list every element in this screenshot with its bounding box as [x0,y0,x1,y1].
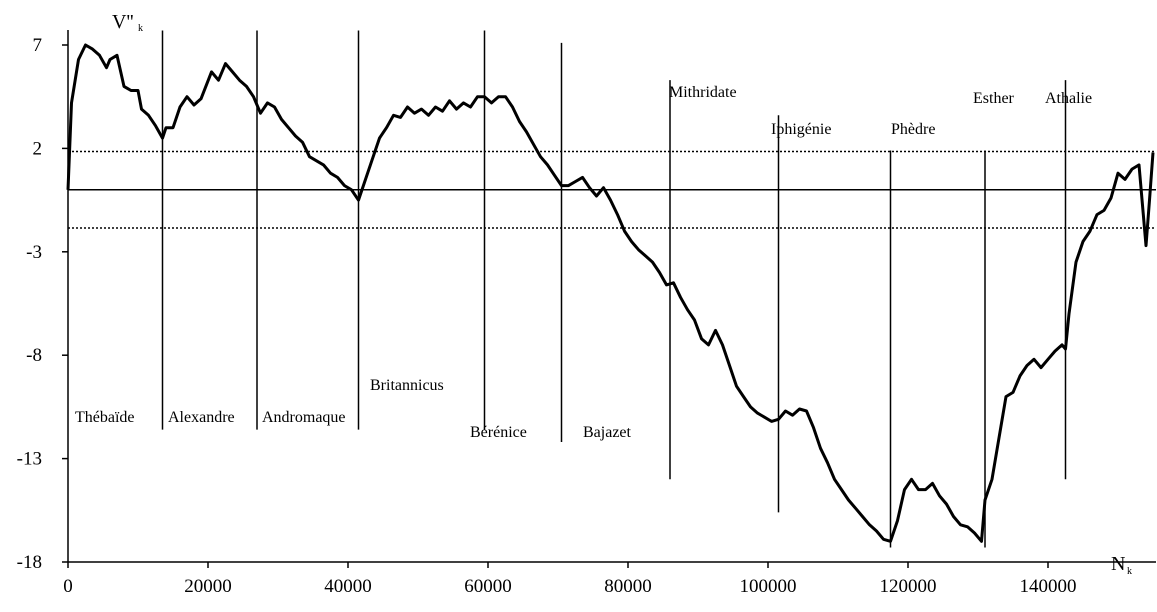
x-tick-label: 80000 [604,576,652,597]
data-line [66,43,1155,543]
x-tick-label: 120000 [880,576,937,597]
play-label: Alexandre [168,409,235,426]
y-tick-label: -3 [26,242,42,263]
x-tick-label: 0 [63,576,73,597]
play-label: Phèdre [891,121,935,138]
y-tick-label: -18 [17,552,42,573]
play-label: Esther [973,90,1015,107]
y-tick-label: 7 [33,35,43,56]
y-tick-label: 2 [33,138,43,159]
x-tick-label: 100000 [740,576,797,597]
y-axis-label: V'' [112,11,134,33]
play-label: Athalie [1045,90,1092,107]
y-tick-label: -13 [17,449,42,470]
x-tick-label: 20000 [184,576,232,597]
y-tick-label: -8 [26,345,42,366]
play-label: Britannicus [370,377,444,394]
x-tick-label: 40000 [324,576,372,597]
play-label: Thébaïde [75,409,135,426]
play-label: Mithridate [669,84,737,101]
play-label: Iphigénie [771,121,831,138]
y-axis-label-sub: k [138,23,143,34]
play-label: Bérénice [470,424,527,441]
play-label: Andromaque [262,409,346,426]
play-label: Bajazet [583,424,632,441]
x-tick-label: 60000 [464,576,512,597]
x-axis-label: N [1111,553,1125,575]
x-axis-label-sub: k [1127,566,1132,577]
x-tick-label: 140000 [1020,576,1077,597]
